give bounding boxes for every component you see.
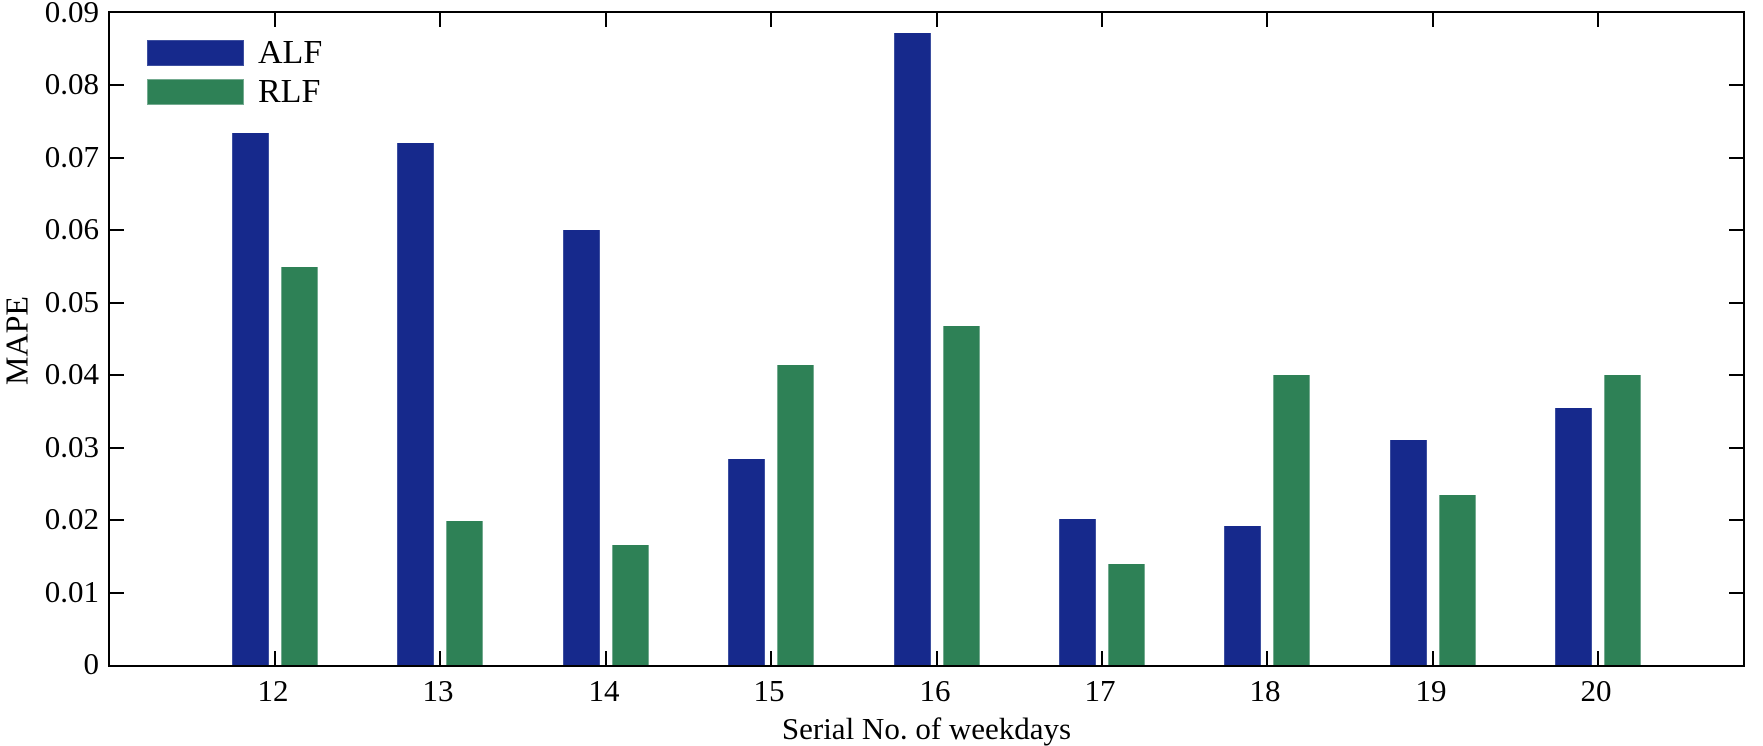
x-tick-bottom-16 <box>936 651 938 665</box>
y-tick-right-0.08 <box>1729 84 1743 86</box>
plot-area: ALF RLF <box>108 11 1745 667</box>
x-axis-title: Serial No. of weekdays <box>781 711 1072 746</box>
x-tick-top-18 <box>1266 13 1268 27</box>
y-tick-label-0.05: 0.05 <box>44 284 99 319</box>
legend-swatch-rlf <box>147 79 244 105</box>
y-tick-right-0.07 <box>1729 157 1743 159</box>
x-tick-label-13: 13 <box>422 673 454 708</box>
bar-rlf-15 <box>777 365 814 665</box>
y-tick-label-0.09: 0.09 <box>44 0 99 29</box>
legend-label-alf: ALF <box>258 34 323 71</box>
bar-alf-18 <box>1224 526 1261 665</box>
bar-rlf-18 <box>1273 375 1310 665</box>
x-tick-top-17 <box>1101 13 1103 27</box>
x-tick-top-16 <box>936 13 938 27</box>
bar-alf-12 <box>232 133 269 665</box>
x-tick-bottom-17 <box>1101 651 1103 665</box>
x-tick-label-16: 16 <box>919 673 951 708</box>
bar-alf-20 <box>1555 408 1592 665</box>
bar-alf-15 <box>728 459 765 665</box>
y-tick-right-0.06 <box>1729 229 1743 231</box>
bar-rlf-19 <box>1439 495 1476 665</box>
x-tick-label-15: 15 <box>753 673 785 708</box>
x-tick-label-18: 18 <box>1249 673 1281 708</box>
bar-rlf-20 <box>1604 375 1641 665</box>
y-tick-right-0.05 <box>1729 302 1743 304</box>
x-tick-bottom-19 <box>1432 651 1434 665</box>
x-tick-label-14: 14 <box>588 673 620 708</box>
y-tick-label-0.04: 0.04 <box>44 356 99 391</box>
x-tick-top-14 <box>605 13 607 27</box>
y-tick-right-0.03 <box>1729 447 1743 449</box>
x-tick-bottom-12 <box>274 651 276 665</box>
y-tick-left-0.07 <box>110 157 124 159</box>
x-tick-top-15 <box>770 13 772 27</box>
x-tick-label-12: 12 <box>257 673 289 708</box>
x-tick-label-19: 19 <box>1415 673 1447 708</box>
y-tick-left-0.08 <box>110 84 124 86</box>
y-tick-right-0.02 <box>1729 519 1743 521</box>
x-tick-label-17: 17 <box>1084 673 1116 708</box>
y-tick-label-0.02: 0.02 <box>44 501 99 536</box>
legend-label-rlf: RLF <box>258 73 321 110</box>
x-tick-top-13 <box>439 13 441 27</box>
y-tick-left-0.03 <box>110 447 124 449</box>
y-tick-label-0.01: 0.01 <box>44 574 99 609</box>
bar-alf-14 <box>563 230 600 665</box>
bar-alf-19 <box>1390 440 1427 665</box>
y-tick-left-0.01 <box>110 592 124 594</box>
y-tick-label-0.07: 0.07 <box>44 139 99 174</box>
y-tick-label-0.03: 0.03 <box>44 429 99 464</box>
legend-swatch-alf <box>147 40 244 66</box>
bar-rlf-13 <box>446 521 483 665</box>
x-tick-bottom-15 <box>770 651 772 665</box>
y-tick-label-0.06: 0.06 <box>44 211 99 246</box>
x-tick-top-20 <box>1597 13 1599 27</box>
legend-item-alf: ALF <box>147 34 323 71</box>
y-tick-label-0.08: 0.08 <box>44 66 99 101</box>
y-tick-left-0.05 <box>110 302 124 304</box>
bar-rlf-12 <box>281 267 318 665</box>
bar-alf-16 <box>894 33 931 665</box>
x-tick-bottom-14 <box>605 651 607 665</box>
bar-alf-17 <box>1059 519 1096 665</box>
y-tick-left-0.02 <box>110 519 124 521</box>
bar-rlf-16 <box>943 326 980 665</box>
x-tick-top-19 <box>1432 13 1434 27</box>
y-tick-left-0.04 <box>110 374 124 376</box>
x-tick-label-20: 20 <box>1580 673 1612 708</box>
y-tick-label-0: 0 <box>83 646 100 681</box>
bar-rlf-14 <box>612 545 649 665</box>
x-tick-bottom-18 <box>1266 651 1268 665</box>
x-tick-bottom-20 <box>1597 651 1599 665</box>
x-tick-top-12 <box>274 13 276 27</box>
legend: ALF RLF <box>147 34 323 118</box>
x-tick-bottom-13 <box>439 651 441 665</box>
y-tick-right-0.01 <box>1729 592 1743 594</box>
bar-rlf-17 <box>1108 564 1145 665</box>
legend-item-rlf: RLF <box>147 73 322 110</box>
y-tick-right-0.04 <box>1729 374 1743 376</box>
y-tick-left-0.06 <box>110 229 124 231</box>
bar-alf-13 <box>397 143 434 665</box>
